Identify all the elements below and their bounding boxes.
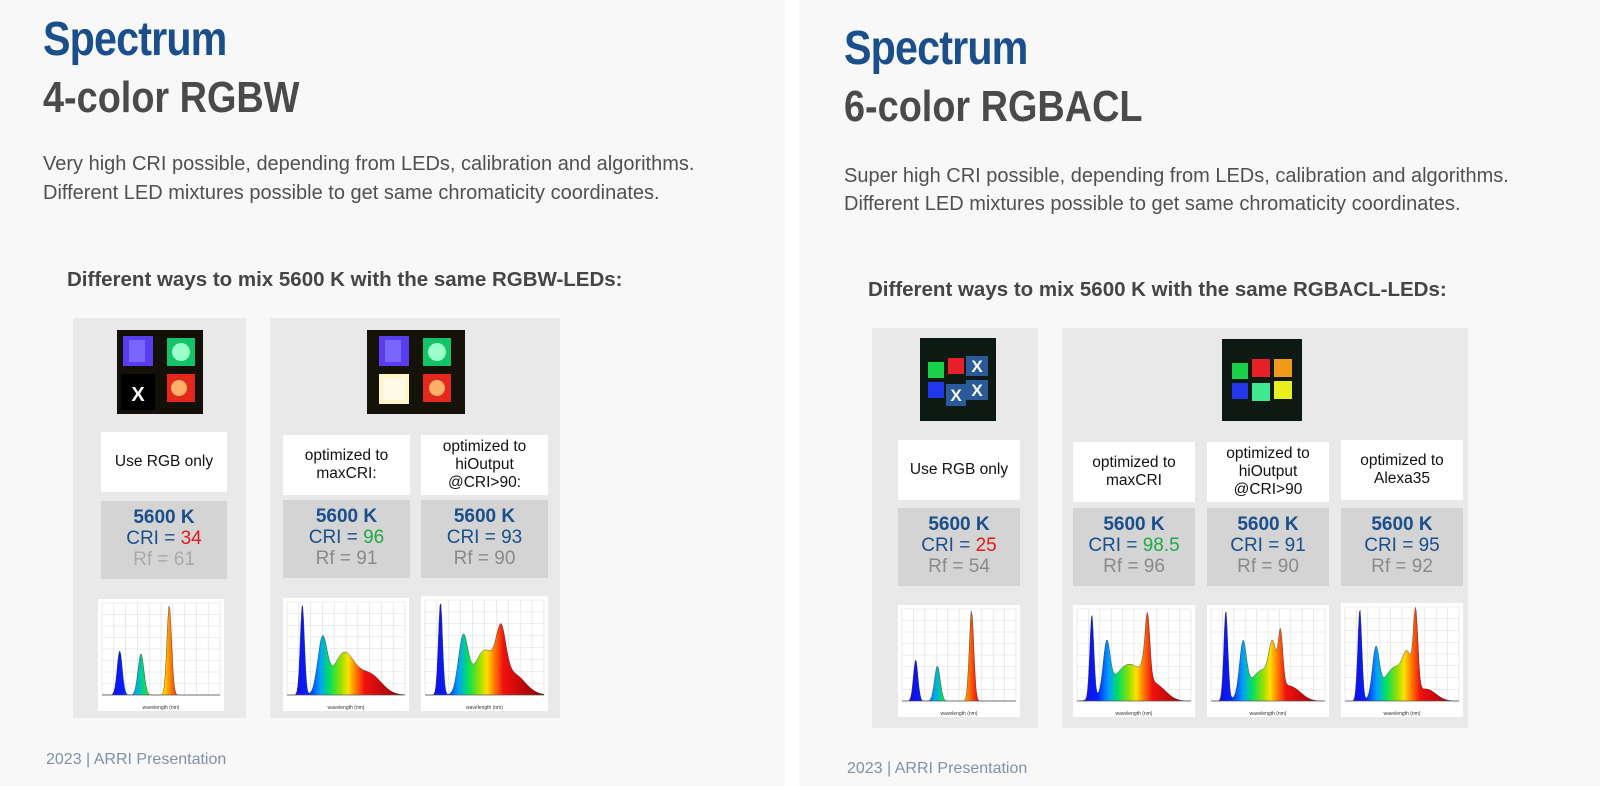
section-heading: Different ways to mix 5600 K with the sa… [868, 278, 1447, 301]
cri-value: 34 [180, 528, 202, 549]
led-photo-rgbw [367, 330, 465, 414]
cri-line: CRI = 34 [126, 528, 202, 549]
spectrum-chart-alexa35: wavelength (nm) [1341, 603, 1463, 717]
slide-paragraph: Very high CRI possible, depending from L… [43, 150, 694, 208]
led-photo-rgbacl [1222, 339, 1302, 421]
rf-value: Rf = 96 [1103, 556, 1165, 577]
axis-label: wavelength (nm) [143, 705, 180, 711]
spectrum-plot: wavelength (nm) [1207, 605, 1329, 717]
axis-label: wavelength (nm) [1384, 711, 1421, 717]
paragraph-line: Different LED mixtures possible to get s… [43, 182, 660, 204]
mix-label: optimized to hiOutput @CRI>90: [421, 435, 548, 495]
spectrum-plot: wavelength (nm) [1341, 603, 1463, 717]
spectrum-chart-rgb-only: wavelength (nm) [898, 605, 1020, 717]
mix-values: 5600 K CRI = 96 Rf = 91 [283, 500, 410, 578]
cct-value: 5600 K [1237, 514, 1299, 535]
mix-values: 5600 K CRI = 34 Rf = 61 [101, 501, 227, 579]
paragraph-line: Different LED mixtures possible to get s… [844, 193, 1461, 215]
cct-value: 5600 K [315, 506, 378, 527]
rf-value: Rf = 61 [133, 549, 195, 570]
spectrum-plot: wavelength (nm) [283, 598, 409, 711]
spectrum-chart-maxcri: wavelength (nm) [283, 598, 409, 711]
mix-label: optimized to hiOutput @CRI>90 [1207, 442, 1329, 502]
rf-value: Rf = 92 [1371, 556, 1433, 577]
section-heading: Different ways to mix 5600 K with the sa… [67, 268, 623, 291]
mix-label: Use RGB only [101, 432, 227, 492]
spectrum-chart-hioutput: wavelength (nm) [421, 596, 548, 711]
off-marker: X [971, 381, 983, 400]
rf-value: Rf = 90 [453, 548, 516, 569]
rf-value: Rf = 91 [315, 548, 378, 569]
slide-rgbacl: Spectrum 6-color RGBACL Super high CRI p… [799, 0, 1600, 786]
mix-label: optimized to maxCRI [1073, 442, 1195, 502]
mix-values: 5600 K CRI = 25 Rf = 54 [898, 508, 1020, 586]
spectrum-chart-rgb-only: wavelength (nm) [98, 599, 224, 711]
slide-subtitle: 6-color RGBACL [844, 82, 1143, 131]
axis-label: wavelength (nm) [1116, 711, 1153, 717]
cri-value: 95 [1418, 535, 1440, 556]
cri-line: CRI = 93 [446, 527, 523, 548]
cri-value: 98.5 [1142, 535, 1180, 556]
mix-values: 5600 K CRI = 98.5 Rf = 96 [1073, 508, 1195, 586]
spectrum-plot: wavelength (nm) [898, 605, 1020, 717]
spectrum-chart-maxcri: wavelength (nm) [1073, 605, 1195, 717]
rf-value: Rf = 54 [928, 556, 990, 577]
cri-value: 25 [975, 535, 997, 556]
cct-value: 5600 K [1103, 514, 1165, 535]
mix-values: 5600 K CRI = 91 Rf = 90 [1207, 508, 1329, 586]
slide-title: Spectrum [43, 13, 227, 66]
cct-value: 5600 K [928, 514, 990, 535]
paragraph-line: Very high CRI possible, depending from L… [43, 153, 695, 175]
footer: 2023 | ARRI Presentation [46, 751, 227, 768]
footer: 2023 | ARRI Presentation [847, 760, 1028, 777]
cri-line: CRI = 98.5 [1088, 535, 1180, 556]
mix-label: optimized to Alexa35 [1341, 440, 1463, 500]
rf-value: Rf = 90 [1237, 556, 1299, 577]
spectrum-chart-hioutput: wavelength (nm) [1207, 605, 1329, 717]
axis-label: wavelength (nm) [328, 705, 365, 711]
cri-line: CRI = 91 [1230, 535, 1306, 556]
off-marker: X [950, 386, 962, 405]
paragraph-line: Super high CRI possible, depending from … [844, 165, 1509, 187]
slide-paragraph: Super high CRI possible, depending from … [844, 162, 1509, 218]
axis-label: wavelength (nm) [466, 705, 503, 711]
cri-line: CRI = 96 [308, 527, 385, 548]
led-photo-rgb-only: X [117, 330, 203, 414]
cct-value: 5600 K [453, 506, 516, 527]
spectrum-plot: wavelength (nm) [1073, 605, 1195, 717]
axis-label: wavelength (nm) [941, 711, 978, 717]
mix-values: 5600 K CRI = 93 Rf = 90 [421, 500, 548, 578]
cri-line: CRI = 95 [1364, 535, 1440, 556]
off-marker: X [131, 384, 145, 406]
slide-subtitle: 4-color RGBW [43, 73, 300, 122]
cct-value: 5600 K [1371, 514, 1433, 535]
mix-label: optimized to maxCRI: [283, 435, 410, 495]
mix-values: 5600 K CRI = 95 Rf = 92 [1341, 508, 1463, 586]
cct-value: 5600 K [133, 507, 195, 528]
cri-value: 91 [1284, 535, 1306, 556]
mix-label: Use RGB only [898, 440, 1020, 500]
off-marker: X [971, 357, 983, 376]
spectrum-plot: wavelength (nm) [98, 599, 224, 711]
slide-rgbw: Spectrum 4-color RGBW Very high CRI poss… [0, 0, 785, 786]
cri-line: CRI = 25 [921, 535, 997, 556]
axis-label: wavelength (nm) [1250, 711, 1287, 717]
cri-value: 93 [501, 527, 523, 548]
led-photo-rgb-only: X X X [920, 338, 996, 421]
spectrum-plot: wavelength (nm) [421, 596, 548, 711]
slide-title: Spectrum [844, 22, 1028, 75]
cri-value: 96 [363, 527, 385, 548]
